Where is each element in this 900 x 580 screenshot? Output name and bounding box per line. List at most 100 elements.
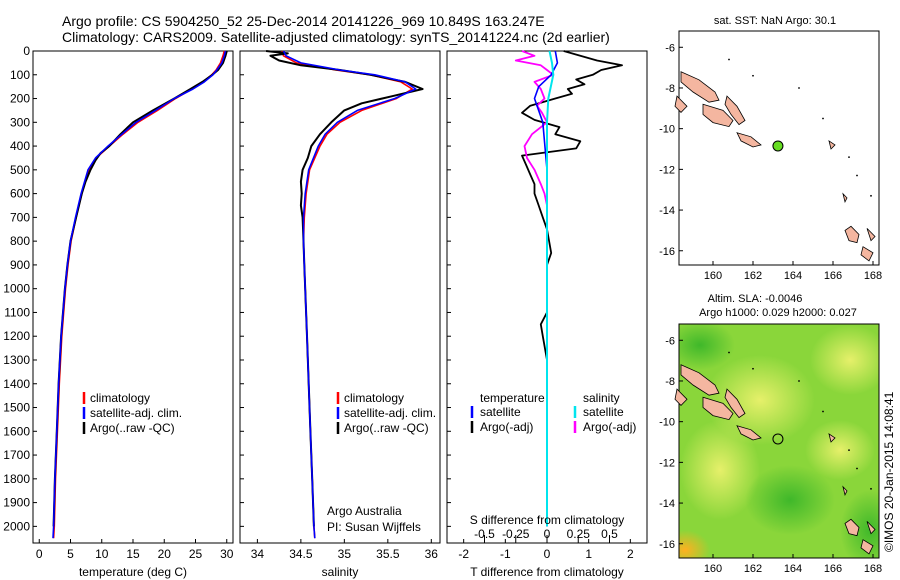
island-shape: [724, 95, 746, 126]
depth-tick-label: 1100: [4, 305, 30, 319]
series-satellite-adj-line: [282, 50, 417, 539]
lat-tick-label: -6: [665, 42, 675, 54]
x-tick-label: 10: [95, 547, 109, 561]
s-tick-label: -0.25: [502, 527, 530, 541]
sla-blob: [679, 324, 735, 370]
islet-dot: [798, 87, 800, 89]
series-t-argo-line: [521, 50, 623, 527]
islet-dot: [856, 467, 858, 470]
islet-dot: [870, 194, 872, 197]
island-shape: [860, 539, 874, 555]
legend-label-s-satellite: satellite: [583, 405, 624, 419]
island-shape: [724, 388, 746, 419]
depth-tick-label: 1000: [3, 282, 30, 296]
sla-heatmap: [679, 324, 879, 558]
series-argo-line: [52, 50, 228, 527]
legend-label-satellite: satellite-adj. clim.: [90, 406, 182, 420]
s-tick-label: 0.25: [567, 527, 591, 541]
x-tick-label: 0: [36, 547, 43, 561]
lat-tick-label: -8: [665, 83, 675, 95]
s-tick-label: 0.5: [601, 527, 618, 541]
island-shape: [702, 103, 734, 128]
depth-tick-label: 800: [10, 234, 30, 248]
t-tick-label: -1: [500, 547, 511, 561]
imos-stamp: ©IMOS 20-Jan-2015 14:08:41: [882, 391, 896, 552]
legend-label-argo: Argo(..raw -QC): [90, 421, 175, 435]
island-shape: [828, 432, 836, 443]
x-tick-label: 34: [251, 547, 265, 561]
lat-tick-label: -8: [665, 376, 675, 388]
sla-blob: [705, 355, 815, 445]
salinity-plot-frame: [239, 50, 441, 544]
lat-tick-label: -12: [659, 457, 675, 469]
sla-map-frame: [678, 323, 880, 559]
lon-tick-label: 164: [784, 270, 802, 282]
legend-title-salinity: salinity: [583, 391, 620, 405]
lon-tick-label: 166: [824, 270, 842, 282]
salinity-plot: 34 34.5 35 35.5 36: [240, 50, 438, 561]
lat-tick-label: -6: [665, 335, 675, 347]
lon-tick-label: 164: [784, 563, 802, 575]
island-shape: [702, 396, 734, 421]
island-shape: [680, 364, 720, 396]
sla-blob: [745, 465, 835, 535]
legend-label-t-argo: Argo(-adj): [480, 420, 533, 434]
x-tick-label: 25: [189, 547, 203, 561]
header-line-1: Argo profile: CS 5904250_52 25-Dec-2014 …: [62, 13, 545, 29]
sla-blob: [840, 490, 879, 558]
difference-legend: temperature salinity satellite Argo(-adj…: [470, 391, 636, 434]
depth-tick-label: 500: [10, 163, 30, 177]
t-tick-label: 0: [544, 547, 551, 561]
depth-tick-label: 1700: [3, 448, 30, 462]
island-shape: [680, 71, 720, 103]
islet-dot: [822, 410, 824, 413]
island-shape: [674, 388, 688, 406]
s-tick-label: 0: [544, 527, 551, 541]
sst-map: 160 162 164 166 168 -6 -8 -10 -12 -14 -16: [659, 42, 882, 282]
lon-tick-label: 162: [744, 270, 762, 282]
depth-tick-label: 400: [10, 139, 30, 153]
island-shape: [866, 228, 876, 242]
depth-tick-label: 1800: [3, 472, 30, 486]
series-argo-line: [265, 50, 424, 527]
series-climatology-line: [52, 50, 226, 539]
depth-tick-label: 1400: [3, 377, 30, 391]
island-shape: [866, 521, 876, 535]
depth-tick-label: 200: [10, 92, 30, 106]
islet-dot: [728, 58, 730, 61]
temperature-plot: 0100200300400500600700800900100011001200…: [3, 44, 233, 561]
depth-tick-label: 2000: [3, 519, 30, 533]
x-tick-label: 5: [67, 547, 74, 561]
depth-tick-label: 1500: [3, 401, 30, 415]
islet-dot: [798, 380, 800, 382]
float-location-marker: [772, 433, 784, 445]
x-tick-label: 35.5: [376, 547, 400, 561]
depth-tick-label: 1900: [3, 496, 30, 510]
depth-tick-label: 700: [10, 210, 30, 224]
island-shape: [674, 95, 688, 113]
lat-tick-label: -12: [659, 164, 675, 176]
depth-tick-label: 900: [10, 258, 30, 272]
float-location-marker: [772, 140, 784, 152]
t-tick-label: 1: [585, 547, 592, 561]
series-satellite-adj-line: [52, 50, 227, 539]
series-s-satellite-line: [546, 50, 555, 527]
sla-blob: [679, 530, 710, 558]
temperature-axis-label: temperature (deg C): [79, 565, 187, 579]
island-shape: [860, 246, 874, 262]
s-difference-axis-label: S difference from climatology: [470, 513, 625, 527]
x-tick-label: 35: [338, 547, 352, 561]
lat-tick-label: -10: [659, 124, 675, 136]
legend-label-climatology: climatology: [90, 391, 150, 405]
lat-tick-label: -14: [659, 498, 675, 510]
islet-dot: [848, 156, 850, 159]
depth-tick-label: 0: [23, 44, 30, 58]
header-line-2: Climatology: CARS2009. Satellite-adjuste…: [62, 29, 610, 45]
island-shape: [842, 485, 848, 497]
t-tick-label: 2: [627, 547, 634, 561]
sst-map-title: sat. SST: NaN Argo: 30.1: [714, 15, 836, 27]
x-tick-label: 15: [126, 547, 140, 561]
island-shape: [736, 425, 762, 441]
legend-label-satellite: satellite-adj. clim.: [344, 406, 436, 420]
